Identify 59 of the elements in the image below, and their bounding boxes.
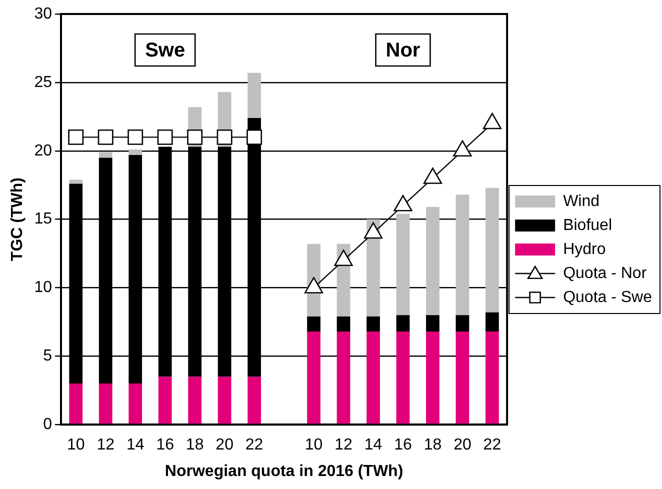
x-tick-label: 12 [96,436,115,454]
bar [336,332,350,424]
bar [426,332,440,424]
x-tick-label: 20 [454,436,472,454]
bar [486,332,499,424]
bar [307,316,320,332]
legend-label: Hydro [563,240,606,258]
x-tick-label: 12 [334,436,353,454]
bar [396,315,410,332]
bar [188,376,202,424]
bar [98,384,112,424]
bar [248,376,261,424]
bar [128,384,142,424]
x-tick-label: 14 [126,436,144,454]
y-tick-label: 10 [34,279,52,296]
bar [366,316,380,332]
bar [307,332,320,424]
bar [456,315,470,332]
x-tick-label: 16 [156,436,174,454]
bar [69,180,83,184]
bar [248,72,261,118]
bar [366,332,380,424]
y-tick-label: 15 [34,210,52,228]
x-tick-label: 20 [216,436,234,454]
bar [158,376,172,424]
bar [426,206,440,316]
bar [486,312,499,332]
x-axis-title: Norwegian quota in 2016 (TWh) [164,462,404,480]
y-tick-label: 0 [43,416,52,434]
y-tick-label: 5 [43,348,52,365]
bar [98,152,112,158]
x-tick-label: 16 [394,436,412,454]
annotation: Nor [386,40,420,62]
x-tick-label: 18 [424,436,442,454]
bar [69,384,83,424]
legend-label: Biofuel [563,216,612,234]
legend-label: Wind [563,192,600,210]
bar [218,376,232,424]
bar [426,315,440,332]
x-tick-label: 22 [483,436,502,454]
annotation: Swe [145,40,186,62]
bar [128,150,142,155]
legend-label: Quota - Swe [563,288,652,306]
y-axis-title: TGC (TWh) [9,178,26,262]
bar [486,188,499,312]
x-tick-label: 14 [364,436,382,454]
y-tick-label: 20 [34,142,52,160]
x-tick-label: 10 [304,436,323,454]
bar [456,194,470,316]
y-tick-label: 30 [34,5,52,22]
x-tick-label: 22 [245,436,264,454]
x-tick-label: 10 [66,436,85,454]
bar [336,316,350,332]
legend-label: Quota - Nor [563,264,648,282]
x-tick-label: 18 [186,436,204,454]
bar [456,332,470,424]
y-tick-label: 25 [34,74,52,91]
bar [396,332,410,424]
bar [396,214,410,316]
